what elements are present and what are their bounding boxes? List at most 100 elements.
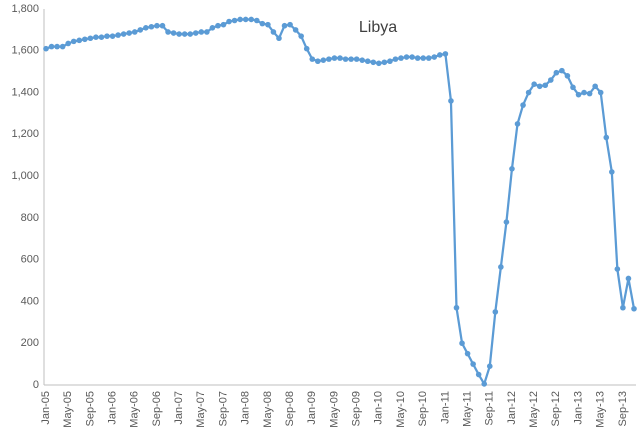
x-tick-label: Sep-08: [284, 391, 296, 426]
marker: [292, 27, 299, 33]
marker: [143, 25, 149, 31]
marker: [570, 84, 576, 91]
marker: [276, 35, 282, 42]
x-tick-label: May-10: [395, 391, 407, 428]
marker: [586, 90, 593, 97]
x-tick-label: Sep-13: [617, 391, 629, 426]
x-tick-label: May-07: [195, 391, 207, 428]
marker: [531, 81, 537, 87]
marker: [392, 56, 399, 62]
x-tick-label: May-13: [595, 391, 607, 428]
x-tick-label: Sep-05: [84, 391, 96, 426]
marker: [403, 54, 410, 60]
marker: [597, 89, 604, 96]
marker: [592, 83, 598, 90]
y-tick-label: 1,600: [11, 45, 39, 57]
x-tick-label: May-12: [528, 391, 540, 428]
marker: [48, 43, 55, 50]
marker: [115, 32, 121, 38]
marker: [564, 73, 571, 79]
marker: [353, 56, 360, 62]
marker: [609, 169, 615, 175]
marker: [165, 29, 171, 35]
marker: [159, 22, 166, 29]
marker: [514, 121, 521, 127]
marker: [409, 54, 415, 60]
marker: [104, 33, 110, 39]
marker: [215, 22, 221, 29]
x-tick-label: Jan-11: [439, 391, 451, 424]
x-tick-label: May-09: [328, 391, 340, 428]
marker: [425, 55, 432, 61]
marker: [70, 38, 77, 45]
marker: [154, 22, 160, 29]
marker: [170, 30, 177, 36]
marker: [148, 23, 155, 30]
marker: [536, 83, 543, 90]
marker: [414, 55, 421, 61]
x-tick-label: Jan-09: [306, 391, 318, 425]
marker: [82, 36, 88, 43]
marker: [303, 45, 310, 52]
y-tick-label: 0: [33, 379, 39, 391]
marker: [326, 56, 332, 62]
x-tick-label: Sep-07: [217, 391, 229, 426]
marker: [448, 98, 454, 104]
marker: [437, 52, 443, 58]
marker: [220, 21, 227, 28]
marker: [503, 219, 510, 225]
marker: [381, 59, 388, 66]
y-tick-label: 200: [21, 337, 39, 349]
marker: [209, 25, 216, 31]
marker: [342, 56, 349, 62]
marker: [270, 29, 277, 35]
y-tick-label: 1,800: [11, 3, 39, 15]
marker: [364, 58, 371, 65]
x-tick-label: Sep-06: [151, 391, 163, 426]
marker: [581, 89, 587, 96]
x-tick-label: Jan-08: [240, 391, 252, 425]
marker: [337, 55, 343, 61]
marker: [398, 55, 404, 61]
marker: [559, 67, 565, 74]
marker: [248, 16, 255, 23]
marker: [59, 43, 66, 50]
marker: [603, 134, 610, 141]
marker: [387, 58, 393, 65]
marker: [331, 55, 338, 61]
x-tick-label: Sep-11: [484, 391, 496, 426]
marker: [265, 21, 271, 28]
chart-title: Libya: [359, 19, 397, 36]
marker: [198, 29, 205, 35]
marker: [475, 371, 482, 378]
marker: [614, 266, 621, 272]
marker: [520, 102, 526, 108]
marker: [525, 89, 532, 96]
marker: [259, 20, 266, 27]
marker: [65, 40, 71, 47]
marker: [376, 60, 382, 67]
y-tick-label: 800: [21, 212, 39, 224]
marker: [298, 33, 304, 39]
marker: [98, 34, 105, 40]
x-tick-label: Jan-06: [106, 391, 118, 425]
x-tick-label: Sep-12: [550, 391, 562, 426]
marker: [459, 340, 465, 347]
marker: [492, 309, 499, 315]
marker: [287, 21, 293, 28]
x-tick-label: Jan-07: [173, 391, 185, 425]
marker: [420, 55, 427, 61]
marker: [131, 29, 138, 35]
marker: [93, 34, 99, 40]
line: [45, 18, 636, 386]
marker: [109, 33, 116, 39]
marker: [470, 361, 476, 367]
marker: [281, 22, 288, 29]
marker: [309, 56, 316, 62]
marker: [120, 31, 127, 37]
x-tick-label: May-11: [461, 391, 473, 427]
marker: [542, 82, 549, 89]
marker: [481, 381, 488, 387]
y-tick-label: 400: [21, 295, 39, 307]
x-tick-label: Jan-05: [40, 391, 52, 425]
